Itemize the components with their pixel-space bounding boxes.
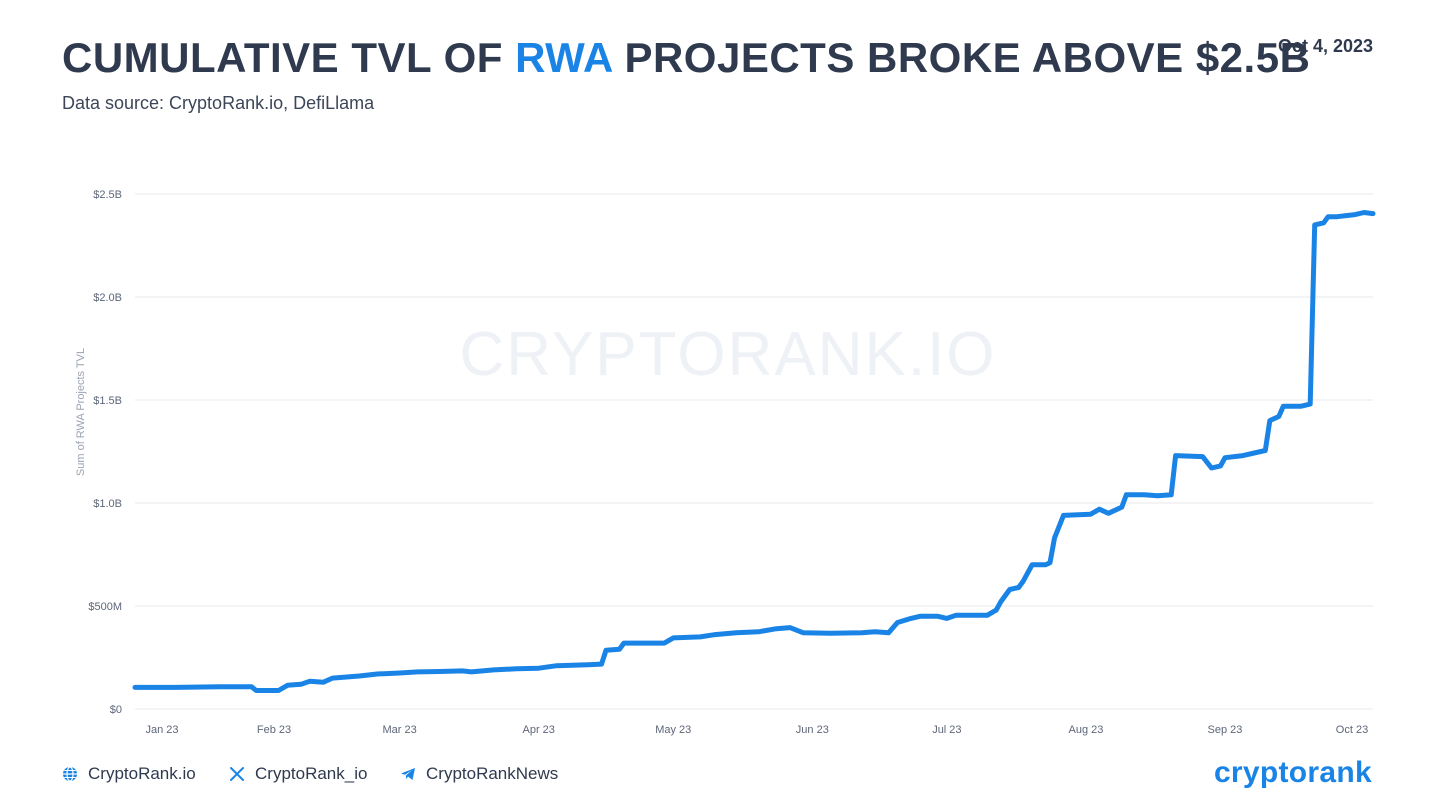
x-twitter-icon [229,766,245,782]
y-tick-label: $1.0B [93,498,122,510]
footer-twitter-label: CryptoRank_io [255,764,368,783]
footer-twitter[interactable]: CryptoRank_io [229,764,367,784]
x-tick-label: Oct 23 [1336,724,1368,736]
x-tick-label: Feb 23 [257,724,291,736]
footer-telegram-label: CryptoRankNews [426,764,559,783]
chart-title-accent: RWA [515,34,613,81]
y-tick-label: $500M [88,601,122,613]
y-axis-label: Sum of RWA Projects TVL [75,348,87,476]
chart-title: CUMULATIVE TVL OF RWA PROJECTS BROKE ABO… [62,34,1311,81]
watermark: CRYPTORANK.IO [459,320,996,389]
x-tick-label: May 23 [655,724,691,736]
x-tick-label: Jun 23 [796,724,829,736]
report-date: Oct 4, 2023 [1277,36,1373,56]
x-axis-ticks: Jan 23 Feb 23 Mar 23 Apr 23 May 23 Jun 23 Jul … [145,724,1368,736]
x-tick-label: Apr 23 [522,724,554,736]
x-tick-label: Mar 23 [383,724,417,736]
x-tick-label: Aug 23 [1068,724,1103,736]
x-tick-label: Jul 23 [932,724,961,736]
telegram-icon [400,766,416,782]
grid-lines [135,193,1373,710]
x-tick-label: Jan 23 [145,724,178,736]
y-tick-label: $2.0B [93,292,122,304]
data-source: Data source: CryptoRank.io, DefiLlama [62,93,375,113]
footer-website-label: CryptoRank.io [88,764,196,783]
line-chart: CRYPTORANK.IO $0 $500M $1.0B $1.5B $2.0B $2.5… [75,189,1376,736]
series-line [132,210,1376,693]
y-tick-label: $2.5B [93,189,122,201]
y-axis-ticks: $0 $500M $1.0B $1.5B $2.0B $2.5B [88,189,122,716]
globe-icon [62,766,78,782]
y-tick-label: $0 [110,704,122,716]
x-tick-label: Sep 23 [1208,724,1243,736]
cryptorank-logo[interactable]: cryptorank [1213,756,1372,789]
footer-telegram[interactable]: CryptoRankNews [400,764,558,784]
footer-website[interactable]: CryptoRank.io [62,764,196,784]
y-tick-label: $1.5B [93,395,122,407]
